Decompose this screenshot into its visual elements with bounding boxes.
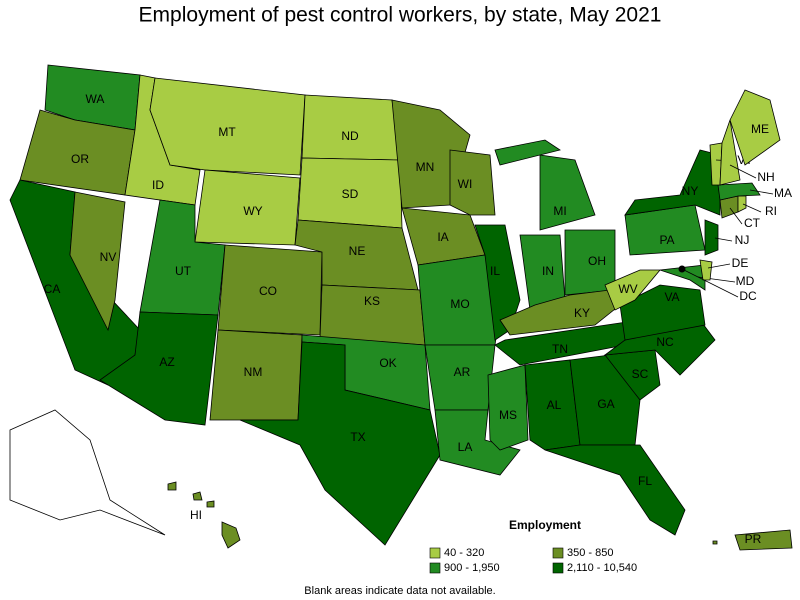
- state-label: MS: [499, 408, 517, 422]
- legend-swatch: [552, 562, 564, 574]
- state-label: NY: [682, 184, 699, 198]
- state-label: ID: [152, 178, 164, 192]
- leader-line: [714, 237, 733, 242]
- state-label: MT: [218, 125, 236, 139]
- legend-label: 900 - 1,950: [444, 562, 500, 574]
- state-label: IA: [437, 230, 448, 244]
- state: [539, 154, 596, 231]
- state: [99, 311, 219, 426]
- state-label: OK: [379, 356, 396, 370]
- state-label: VA: [664, 290, 679, 304]
- state: [167, 481, 177, 491]
- legend-swatch: [429, 562, 441, 574]
- state: [301, 94, 401, 161]
- state-label: AL: [547, 398, 562, 412]
- state-label: NE: [349, 244, 366, 258]
- state: [221, 521, 241, 549]
- leader-line: [707, 263, 731, 269]
- state-label: IL: [490, 264, 500, 278]
- state-label: NV: [100, 250, 117, 264]
- state-label: OR: [71, 152, 89, 166]
- legend-label: 2,110 - 10,540: [567, 562, 637, 574]
- state-label: PA: [659, 233, 674, 247]
- state-label: NH: [757, 170, 774, 184]
- state-label: TX: [350, 430, 365, 444]
- state-label: NJ: [735, 233, 750, 247]
- state: [604, 269, 661, 311]
- map-title: Employment of pest control workers, by s…: [139, 4, 662, 27]
- state: [729, 89, 781, 166]
- state-label: HI: [190, 508, 202, 522]
- state-label: CO: [259, 284, 277, 298]
- leader-line: [742, 203, 762, 213]
- state: [619, 284, 706, 341]
- state-label: KY: [574, 306, 590, 320]
- legend-label: 350 - 850: [567, 547, 613, 559]
- state: [719, 119, 741, 186]
- legend-swatch: [429, 547, 441, 559]
- state: [737, 195, 747, 213]
- leader-line: [729, 207, 743, 225]
- state: [734, 529, 793, 551]
- state-label: MN: [416, 160, 435, 174]
- state-label: AZ: [159, 355, 174, 369]
- state-label: DC: [739, 289, 757, 303]
- leader-line: [681, 268, 739, 298]
- state-label: DE: [732, 256, 749, 270]
- state: [712, 540, 718, 545]
- state: [434, 409, 521, 476]
- state-label: AR: [454, 365, 471, 379]
- state-label: ND: [341, 129, 359, 143]
- state-label: MD: [736, 274, 755, 288]
- state: [239, 341, 441, 546]
- state-label: WA: [86, 92, 105, 106]
- legend-title: Employment: [509, 518, 581, 532]
- note: Blank areas indicate data not available.: [304, 585, 495, 597]
- state: [206, 500, 215, 508]
- state-label: SD: [342, 187, 359, 201]
- state-label: IN: [542, 264, 554, 278]
- state-label: MO: [450, 297, 469, 311]
- state: [659, 264, 706, 291]
- state-label: SC: [632, 367, 649, 381]
- state-label: GA: [597, 397, 614, 411]
- state: [192, 491, 203, 501]
- state: [494, 139, 561, 166]
- legend-label: 40 - 320: [444, 547, 484, 559]
- state-label: WI: [458, 177, 473, 191]
- state-label: ME: [751, 122, 769, 136]
- state-label: LA: [458, 440, 473, 454]
- state-label: KS: [364, 294, 380, 308]
- state: [704, 219, 719, 256]
- state-label: CT: [744, 216, 761, 230]
- state-label: WV: [618, 282, 637, 296]
- state-label: RI: [765, 204, 777, 218]
- legend-swatch: [552, 547, 564, 559]
- alaska: [9, 409, 166, 536]
- leader-line: [729, 164, 757, 179]
- state-label: NM: [244, 365, 263, 379]
- leader-line: [749, 189, 774, 195]
- state-label: TN: [552, 342, 568, 356]
- state-label: PR: [745, 532, 762, 546]
- state-label: CA: [44, 282, 61, 296]
- state-label: MA: [774, 186, 792, 200]
- state-label: WY: [243, 204, 262, 218]
- state: [717, 182, 761, 201]
- state: [487, 364, 529, 451]
- state-label: MI: [553, 204, 566, 218]
- state-label: UT: [175, 264, 192, 278]
- state: [544, 444, 686, 536]
- state: [624, 149, 721, 216]
- state: [69, 191, 126, 332]
- state: [699, 259, 713, 281]
- state: [449, 149, 496, 216]
- state-label: FL: [638, 474, 652, 488]
- state-label: NC: [656, 335, 674, 349]
- state-label: OH: [588, 254, 606, 268]
